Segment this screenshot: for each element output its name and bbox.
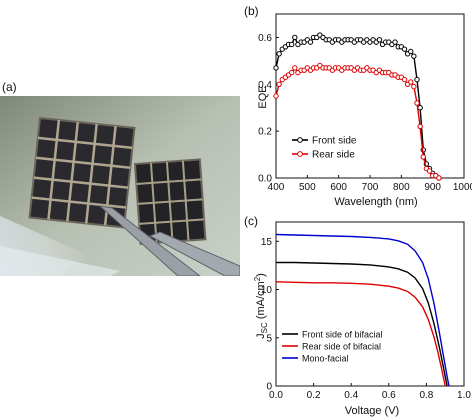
plot-frame-jv — [275, 221, 465, 387]
jv-y-label-sup: 2 — [253, 276, 262, 281]
data-point-eqe-1 — [401, 76, 408, 83]
x-tick-label-eqe: 800 — [393, 182, 410, 193]
data-point-eqe-1 — [276, 81, 282, 87]
data-point-eqe-0 — [273, 65, 279, 71]
data-point-eqe-0 — [276, 51, 282, 57]
small-cell — [133, 158, 207, 245]
jv-y-label-sub: SC — [260, 322, 269, 333]
data-point-eqe-0 — [307, 39, 314, 45]
tweezer-right — [148, 231, 240, 276]
solar-cell-photo — [0, 96, 240, 276]
x-tick-label-eqe: 700 — [362, 182, 379, 193]
data-point-eqe-0 — [411, 53, 417, 59]
x-tick-label-jv: 0.8 — [419, 390, 433, 401]
data-point-eqe-0 — [376, 37, 383, 43]
x-tick-label-jv: 0.6 — [382, 390, 396, 401]
x-tick-label-jv: 0.2 — [307, 390, 321, 401]
large-cell — [28, 116, 136, 229]
data-point-eqe-0 — [392, 39, 398, 45]
y-tick-label-eqe: 0.0 — [258, 174, 272, 185]
data-point-eqe-0 — [288, 41, 295, 48]
y-tick-label-jv: 0 — [266, 382, 272, 393]
series-line-eqe-1 — [275, 64, 440, 179]
legend-marker-eqe-1 — [297, 151, 303, 157]
y-tick-label-eqe: 0.6 — [258, 33, 272, 44]
x-tick-label-jv: 0.0 — [269, 390, 283, 401]
y-tick-label-eqe: 0.4 — [258, 80, 272, 91]
panel-label-b: (b) — [244, 4, 259, 18]
data-point-eqe-1 — [417, 123, 423, 130]
legend-label-eqe-1: Rear side — [312, 150, 355, 161]
series-line-jv-1 — [275, 281, 446, 387]
panel-label-c: (c) — [244, 214, 258, 228]
jv-legend: Front side of bifacial Rear side of bifac… — [282, 330, 383, 364]
legend-label-jv-0: Front side of bifacial — [302, 330, 383, 340]
x-tick-label-eqe: 600 — [330, 182, 347, 193]
x-tick-label-eqe: 900 — [424, 182, 441, 193]
tweezer-left — [98, 205, 201, 276]
data-point-eqe-1 — [408, 79, 414, 85]
jv-y-label-main: J — [255, 333, 267, 339]
jv-x-axis-label: Voltage (V) — [345, 405, 399, 417]
panel-label-a: (a) — [2, 80, 17, 94]
jv-chart: 0.0 0.2 0.4 0.6 0.8 1.0 0 5 10 15 Voltage (V) JSC… — [253, 221, 471, 417]
x-tick-label-eqe: 400 — [268, 182, 285, 193]
eqe-y-axis-label: EQE — [257, 85, 269, 108]
data-point-eqe-1 — [288, 69, 295, 76]
data-point-eqe-1 — [273, 93, 279, 99]
data-point-eqe-1 — [420, 154, 426, 160]
series-line-jv-0 — [276, 261, 448, 387]
data-point-eqe-1 — [292, 65, 298, 71]
eqe-x-axis-label: Wavelength (nm) — [334, 196, 417, 208]
jv-y-label-rest: (mA/cm — [255, 281, 267, 322]
series-line-jv-2 — [275, 233, 450, 387]
legend-label-jv-2: Mono-facial — [302, 354, 349, 364]
legend-label-jv-1: Rear side of bifacial — [302, 342, 381, 352]
data-point-eqe-1 — [436, 175, 442, 181]
x-tick-label-eqe: 500 — [299, 182, 316, 193]
legend-marker-eqe-0 — [297, 137, 303, 143]
data-point-eqe-0 — [408, 48, 414, 55]
legend-label-eqe-0: Front side — [312, 136, 357, 147]
photo-light-reflection-2 — [0, 246, 120, 276]
data-point-eqe-1 — [414, 100, 420, 106]
jv-y-axis-label: JSC (mA/cm2) — [253, 273, 269, 339]
eqe-legend: Front side Rear side — [292, 136, 357, 161]
data-point-eqe-1 — [411, 83, 417, 90]
data-point-eqe-0 — [292, 34, 298, 41]
x-tick-label-jv: 1.0 — [457, 390, 471, 401]
data-point-eqe-1 — [426, 168, 433, 174]
y-tick-label-jv: 15 — [261, 237, 273, 248]
y-tick-label-eqe: 0.2 — [258, 127, 272, 138]
data-point-eqe-0 — [414, 76, 420, 83]
y-tick-label-jv: 10 — [261, 285, 273, 296]
x-tick-label-jv: 0.4 — [344, 390, 358, 401]
data-point-eqe-0 — [401, 46, 408, 52]
jv-y-label-close: ) — [255, 273, 267, 277]
data-point-eqe-0 — [417, 105, 423, 111]
y-tick-label-jv: 5 — [266, 333, 272, 344]
